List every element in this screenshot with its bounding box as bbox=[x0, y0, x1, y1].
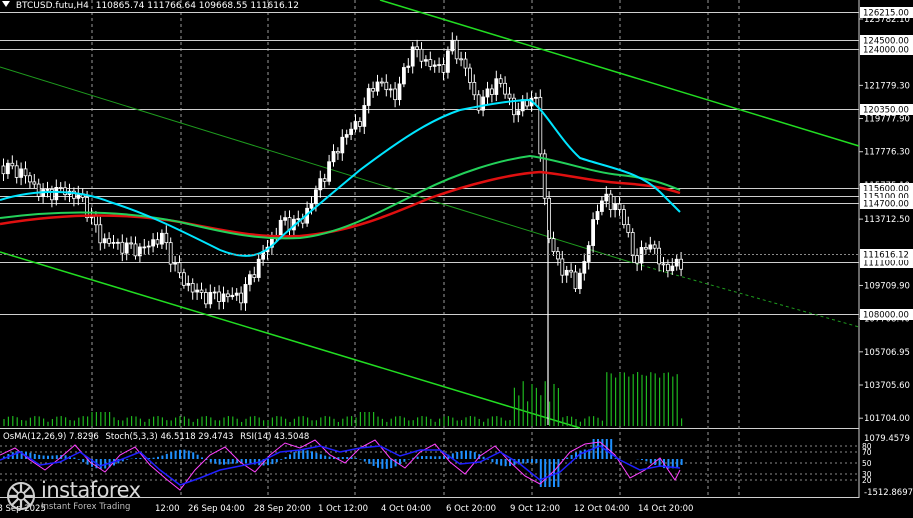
level-price-label: 114700.00 bbox=[863, 200, 909, 210]
stoch-main-line bbox=[0, 445, 681, 486]
chart-header: BTCUSD.futu,H4 110865.74 111766.64 10966… bbox=[2, 1, 299, 11]
stoch-label: Stoch(5,3,3) 46.5118 29.4743 bbox=[105, 432, 234, 442]
stoch-signal-line bbox=[0, 439, 681, 491]
price-tick-label: 101704.00 bbox=[864, 414, 910, 424]
level-price-label: 111100.00 bbox=[863, 259, 909, 269]
level-price-label: 124500.00 bbox=[863, 37, 909, 47]
sub-level-label: 50 bbox=[862, 459, 872, 468]
sub-level-label: 70 bbox=[862, 448, 872, 457]
price-tick-label: 113712.50 bbox=[864, 215, 910, 225]
price-tick-label: 125782.10 bbox=[864, 15, 910, 25]
trend-channel bbox=[0, 0, 860, 429]
time-axis-label: 14 Oct 20:00 bbox=[638, 504, 693, 514]
level-price-box bbox=[860, 104, 913, 115]
osma-label: OsMA(12,26,9) 7.8296 bbox=[3, 432, 99, 442]
sub-level-label: 30 bbox=[862, 470, 872, 479]
watermark-tagline: Instant Forex Trading bbox=[41, 502, 131, 513]
time-axis-label-partial: 12:00 bbox=[155, 504, 180, 514]
price-tick-label: 105706.95 bbox=[864, 348, 910, 358]
time-axis-label: 12 Oct 04:00 bbox=[574, 504, 629, 514]
price-tick-label: 109709.90 bbox=[864, 281, 910, 291]
level-price-label: 120350.00 bbox=[863, 106, 909, 116]
level-price-box bbox=[860, 183, 913, 194]
ema-mid-line bbox=[0, 154, 681, 240]
sub-axis-top: 1079.4579 bbox=[864, 434, 910, 444]
level-price-label: 108000.00 bbox=[863, 311, 909, 321]
ema-fast-line bbox=[0, 98, 681, 257]
watermark-name: instaforex bbox=[41, 478, 141, 503]
dropdown-triangle-icon[interactable] bbox=[2, 1, 10, 7]
price-tick-label: 121779.30 bbox=[864, 81, 910, 91]
level-price-label: 126215.00 bbox=[863, 9, 909, 19]
current-price-box bbox=[860, 249, 913, 260]
sub-level-label: 20 bbox=[862, 476, 872, 485]
stochastic-lines bbox=[0, 439, 681, 491]
level-price-box bbox=[860, 44, 913, 55]
sub-level-label: 80 bbox=[862, 442, 872, 451]
indicator-header: OsMA(12,26,9) 7.8296 Stoch(5,3,3) 46.511… bbox=[3, 432, 313, 442]
level-price-label: 115100.00 bbox=[863, 193, 909, 203]
rsi-label: RSI(14) 43.5048 bbox=[240, 432, 310, 442]
time-axis-label: 1 Oct 12:00 bbox=[318, 504, 368, 514]
horizontal-levels bbox=[0, 12, 859, 315]
instaforex-watermark: instaforex Instant Forex Trading bbox=[6, 478, 178, 514]
moving-averages bbox=[0, 98, 681, 257]
time-axis-label: 26 Sep 04:00 bbox=[188, 504, 245, 514]
price-tick-label: 119777.90 bbox=[864, 115, 910, 125]
price-tick-label: 117776.30 bbox=[864, 148, 910, 158]
time-axis-label: 28 Sep 20:00 bbox=[254, 504, 311, 514]
level-price-box bbox=[860, 7, 913, 18]
instaforex-logo-icon bbox=[7, 482, 35, 510]
level-price-box bbox=[860, 309, 913, 320]
price-tick-label: 103705.60 bbox=[864, 381, 910, 391]
time-axis-label: 9 Oct 12:00 bbox=[510, 504, 560, 514]
current-price-label: 111616.12 bbox=[863, 251, 909, 261]
level-price-box bbox=[860, 198, 913, 209]
level-price-box bbox=[860, 35, 913, 46]
level-price-box bbox=[860, 257, 913, 268]
ohlc-values: 110865.74 111766.64 109668.55 111616.12 bbox=[95, 1, 299, 11]
time-axis-label: 4 Oct 04:00 bbox=[381, 504, 431, 514]
level-price-label: 115600.00 bbox=[863, 185, 909, 195]
time-axis-label: 6 Oct 20:00 bbox=[446, 504, 496, 514]
sub-window-levels bbox=[0, 445, 859, 481]
sub-axis-bottom: -1512.8697 bbox=[864, 488, 913, 498]
level-price-box bbox=[860, 191, 913, 202]
volume-bars bbox=[3, 372, 683, 426]
level-price-label: 124000.00 bbox=[863, 46, 909, 56]
symbol-timeframe: BTCUSD.futu,H4 bbox=[15, 1, 89, 11]
